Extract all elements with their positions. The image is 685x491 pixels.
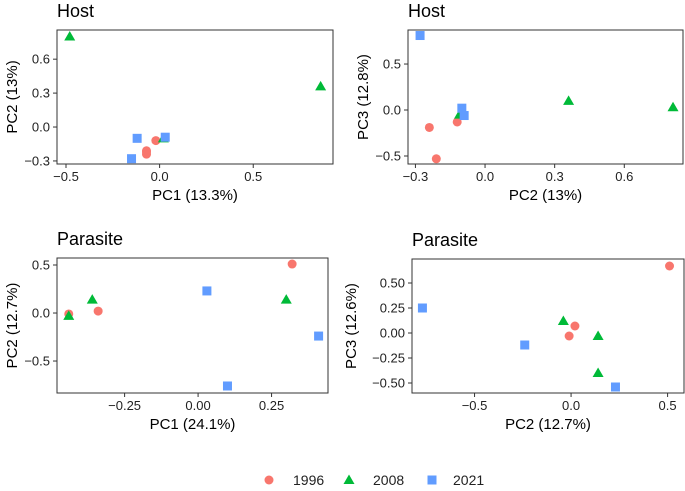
y-tick-label: 0.6 xyxy=(32,52,50,67)
x-tick-label: −0.3 xyxy=(403,169,429,184)
point-1996 xyxy=(287,259,297,269)
y-tick-label: 0.0 xyxy=(32,120,50,135)
x-axis-title: PC2 (12.7%) xyxy=(505,416,591,433)
x-tick-label: 0.3 xyxy=(546,169,564,184)
x-tick-label: 0.0 xyxy=(151,169,169,184)
x-tick-label: −0.5 xyxy=(53,169,79,184)
panel-1: Host −0.5 0.0 0.5 −0.3 0.0 0.3 0.6 PC1 (13.3%) PC… xyxy=(4,1,334,204)
point-2021 xyxy=(160,132,170,142)
panel-title: Parasite xyxy=(57,229,123,249)
point-2008 xyxy=(667,101,679,112)
y-tick-label: 0.3 xyxy=(32,86,50,101)
point-2008 xyxy=(557,315,569,325)
point-2008 xyxy=(86,294,98,304)
plot-area xyxy=(411,258,685,394)
point-2021 xyxy=(610,382,620,392)
panel-title: Host xyxy=(408,1,445,21)
point-2021 xyxy=(127,154,137,164)
plot-area xyxy=(56,257,329,394)
point-2021 xyxy=(202,286,212,296)
point-2008 xyxy=(280,294,292,304)
legend-label: 2008 xyxy=(373,472,404,486)
x-axis-title: PC2 (13%) xyxy=(509,187,582,204)
legend-key-1996 xyxy=(264,475,274,485)
y-axis-title: PC2 (13%) xyxy=(4,60,21,133)
x-tick-label: 0.0 xyxy=(476,169,494,184)
point-1996 xyxy=(151,136,161,146)
x-tick-label: 0.0 xyxy=(562,398,580,413)
y-tick-label: 0.50 xyxy=(380,276,405,291)
point-2021 xyxy=(457,103,467,113)
point-1996 xyxy=(570,321,580,331)
x-tick-label: 0.25 xyxy=(259,398,284,413)
point-2008 xyxy=(64,31,76,41)
panel-3: Parasite −0.25 0.00 0.25 −0.5 0.0 0.5 PC1 (24.1… xyxy=(4,229,329,433)
point-2008 xyxy=(563,95,575,105)
y-tick-label: −0.50 xyxy=(372,376,405,391)
legend-key-2021 xyxy=(427,475,437,485)
y-tick-label: −0.25 xyxy=(372,351,405,366)
x-tick-label: 0.5 xyxy=(244,169,262,184)
point-2021 xyxy=(520,340,530,350)
x-tick-label: 0.00 xyxy=(185,398,210,413)
x-tick-label: −0.5 xyxy=(462,398,488,413)
x-axis-title: PC1 (13.3%) xyxy=(152,187,238,204)
plot-area xyxy=(407,29,684,165)
panel-2: Host −0.3 0.0 0.3 0.6 −0.5 0.0 0.5 PC2 (13%) PC3 … xyxy=(355,1,684,204)
point-1996 xyxy=(93,306,103,316)
point-2021 xyxy=(417,303,427,313)
point-2021 xyxy=(222,381,232,391)
y-tick-label: 0.0 xyxy=(32,306,50,321)
y-tick-label: 0.5 xyxy=(383,57,401,72)
y-tick-label: 0.25 xyxy=(380,301,405,316)
x-tick-label: 0.5 xyxy=(659,398,677,413)
y-tick-label: −0.3 xyxy=(24,153,50,168)
y-axis-title: PC3 (12.6%) xyxy=(343,283,360,369)
x-axis-title: PC1 (24.1%) xyxy=(150,416,236,433)
legend: 1996 2008 2021 xyxy=(264,472,484,488)
panel-4: Parasite −0.5 0.0 0.5 −0.50 −0.25 0.00 0.25 0.50… xyxy=(343,230,685,433)
panel-title: Parasite xyxy=(412,230,478,250)
point-2008 xyxy=(63,310,75,320)
point-2008 xyxy=(592,367,604,377)
y-tick-label: −0.5 xyxy=(375,148,401,163)
y-axis-title: PC3 (12.8%) xyxy=(355,54,372,140)
point-1996 xyxy=(424,122,434,132)
y-axis-title: PC2 (12.7%) xyxy=(4,283,21,369)
y-tick-label: 0.5 xyxy=(32,258,50,273)
point-1996 xyxy=(564,331,574,341)
plot-area xyxy=(56,29,334,165)
point-2021 xyxy=(132,133,142,143)
point-1996 xyxy=(142,147,152,157)
point-2021 xyxy=(314,331,324,341)
legend-label: 2021 xyxy=(453,472,484,486)
legend-key-2008 xyxy=(343,474,355,484)
x-tick-label: 0.6 xyxy=(615,169,633,184)
point-2008 xyxy=(592,330,604,340)
point-1996 xyxy=(431,154,441,164)
point-2021 xyxy=(415,31,425,41)
y-tick-label: −0.5 xyxy=(24,354,50,369)
legend-label: 1996 xyxy=(293,472,324,486)
y-tick-label: 0.00 xyxy=(380,326,405,341)
point-1996 xyxy=(452,117,462,127)
point-2021 xyxy=(459,111,469,121)
panel-title: Host xyxy=(57,1,94,21)
point-2008 xyxy=(315,80,327,91)
y-tick-label: 0.0 xyxy=(383,103,401,118)
point-1996 xyxy=(665,261,675,271)
x-tick-label: −0.25 xyxy=(108,398,141,413)
